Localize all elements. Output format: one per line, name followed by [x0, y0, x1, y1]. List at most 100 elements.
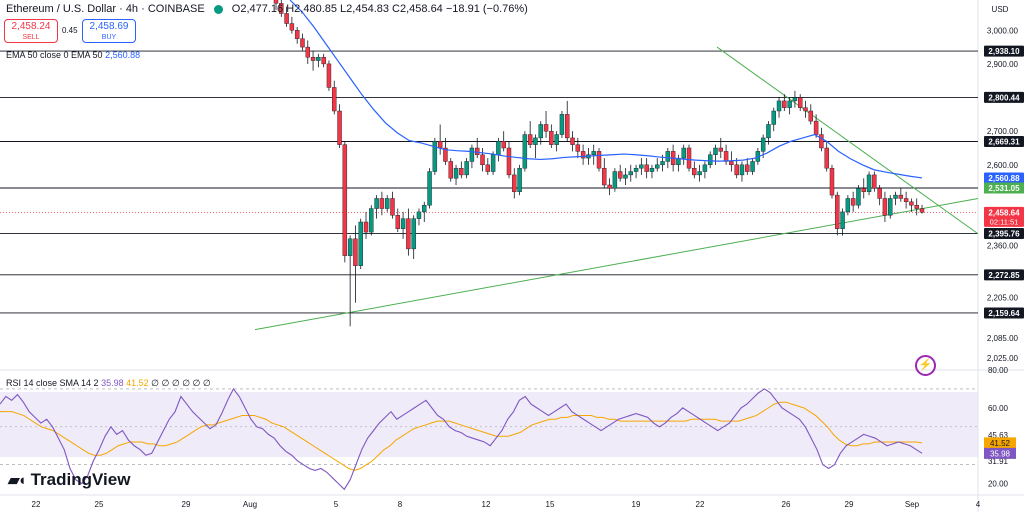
- candle-body: [448, 161, 453, 179]
- candle: [882, 191, 888, 222]
- candle: [840, 208, 845, 236]
- ema-price-badge-bg: [984, 172, 1024, 184]
- candle: [363, 211, 369, 239]
- time-tick-label: 15: [546, 500, 555, 509]
- candle-body: [358, 221, 363, 266]
- candle-body: [570, 137, 575, 145]
- candle: [448, 158, 453, 182]
- candle-body: [766, 124, 771, 139]
- ema-legend[interactable]: EMA 50 close 0 EMA 50 2,560.88: [6, 50, 140, 60]
- candle-body: [639, 164, 644, 169]
- candle-body: [416, 211, 422, 219]
- candle-body: [877, 188, 882, 199]
- candle: [374, 195, 379, 219]
- candle: [353, 225, 358, 303]
- candle-body: [697, 171, 702, 176]
- currency-label: USD: [992, 5, 1009, 14]
- candle-body: [840, 211, 845, 229]
- time-tick-label: 25: [95, 500, 104, 509]
- candle-body: [850, 198, 856, 206]
- candle: [279, 0, 284, 17]
- candle-body: [512, 174, 517, 192]
- candle-body: [723, 151, 729, 162]
- price-tick-label: 2,360.00: [987, 242, 1019, 251]
- candle: [866, 171, 872, 196]
- candle-body: [623, 174, 628, 179]
- candle-body: [543, 124, 549, 132]
- candle-body: [559, 114, 565, 135]
- candle: [575, 137, 581, 159]
- resistance-trendline: [716, 46, 979, 235]
- candle-body: [776, 100, 782, 112]
- candle-body: [617, 171, 623, 179]
- support-trendline: [254, 197, 979, 331]
- candle: [702, 161, 708, 179]
- candle: [411, 215, 416, 259]
- trendline-price-badge: 2,531.05: [988, 184, 1020, 193]
- candle-body: [517, 167, 522, 192]
- ohlc-values: O2,477.16 H2,480.85 L2,454.83 C2,458.64 …: [231, 3, 528, 15]
- candle: [284, 6, 289, 27]
- candle: [771, 107, 776, 132]
- candle-body: [903, 198, 909, 203]
- candle-body: [760, 137, 766, 152]
- candle-body: [316, 56, 321, 61]
- rsi-sma-line: [0, 401, 923, 471]
- candle: [607, 178, 612, 196]
- candle-body: [565, 114, 570, 139]
- candle: [803, 100, 808, 118]
- buy-button[interactable]: 2,458.69 BUY: [82, 19, 136, 43]
- market-status-icon: [213, 4, 223, 14]
- candle-body: [771, 110, 776, 125]
- candle: [766, 121, 771, 145]
- candle: [406, 208, 411, 256]
- last-price-badge-bg: [984, 206, 1024, 227]
- candle: [819, 127, 824, 152]
- candle-body: [718, 147, 723, 152]
- candle: [776, 97, 782, 118]
- candle-body: [686, 147, 692, 169]
- candle-body: [909, 201, 914, 206]
- rsi-legend-extra: ∅ ∅ ∅ ∅ ∅ ∅: [151, 378, 211, 388]
- price-tick-label: 2,205.00: [987, 294, 1019, 303]
- price-level-badge-bg: [984, 45, 1024, 57]
- candle-body: [411, 218, 416, 250]
- rsi-legend[interactable]: RSI 14 close SMA 14 2 35.98 41.52 ∅ ∅ ∅ …: [6, 378, 211, 389]
- rsi-tick-label: 80.00: [988, 366, 1009, 375]
- symbol-title[interactable]: Ethereum / U.S. Dollar · 4h · COINBASE O…: [6, 3, 528, 15]
- candle: [686, 144, 692, 172]
- candle-body: [803, 107, 808, 112]
- price-tick-label: 2,900.00: [987, 60, 1019, 69]
- tradingview-logo-icon: ▰◖: [8, 472, 27, 489]
- candle-body: [527, 134, 533, 145]
- sell-button[interactable]: 2,458.24 SELL: [4, 19, 58, 43]
- price-level-badge: 2,395.76: [988, 230, 1020, 239]
- candle-body: [829, 167, 835, 196]
- candle-body: [347, 238, 353, 256]
- candle: [294, 26, 300, 44]
- candle: [623, 168, 628, 185]
- candle-body: [808, 110, 814, 122]
- candle: [612, 168, 618, 192]
- price-tick-label: 3,000.00: [987, 26, 1019, 35]
- candle-body: [681, 147, 686, 159]
- lightning-icon[interactable]: ⚡: [915, 355, 936, 376]
- candle: [909, 198, 914, 212]
- price-tick-label: 2,700.00: [987, 127, 1019, 136]
- tradingview-logo[interactable]: ▰◖ TradingView: [8, 470, 130, 490]
- candle-body: [432, 141, 438, 172]
- time-tick-label: 29: [845, 500, 854, 509]
- candle: [475, 137, 480, 159]
- candle: [321, 53, 326, 68]
- candle: [697, 164, 702, 182]
- candle: [692, 161, 697, 179]
- candle-body: [713, 147, 718, 155]
- candle-body: [739, 164, 745, 176]
- candle: [443, 137, 448, 165]
- candle: [750, 158, 755, 175]
- candle: [718, 137, 723, 159]
- candle: [390, 191, 395, 219]
- candle: [856, 185, 861, 209]
